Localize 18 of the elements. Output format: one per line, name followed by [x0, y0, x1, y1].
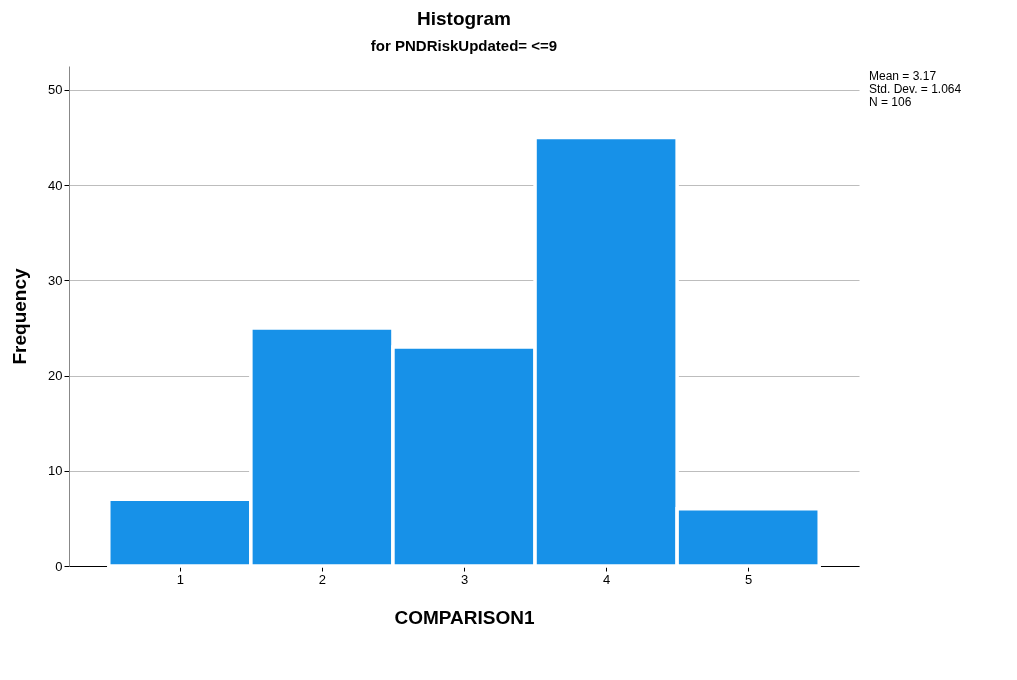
x-tick-label: 5	[745, 571, 753, 587]
text: Mean = 3.17	[869, 69, 937, 83]
text: Std. Dev. = 1.064	[869, 82, 962, 96]
y-axis-title: Frequency	[9, 268, 31, 365]
x-axis-title: COMPARISON1	[394, 606, 535, 628]
x-tick-label: 3	[460, 571, 469, 587]
x-tick-label: 1	[176, 571, 184, 587]
chart-subtitle: for PNDRiskUpdated= <=9	[370, 37, 558, 54]
text: N = 106	[869, 95, 912, 109]
y-tick-label: 20	[48, 368, 63, 384]
x-tick-label: 2	[318, 571, 327, 587]
x-tick-label: 4	[602, 571, 611, 587]
y-tick-label: 0	[55, 558, 63, 574]
chart-title: Histogram	[417, 8, 511, 29]
y-tick-label: 40	[48, 177, 63, 193]
y-tick-label: 50	[48, 82, 63, 98]
y-tick-label: 10	[48, 463, 63, 479]
y-tick-label: 30	[48, 272, 63, 288]
